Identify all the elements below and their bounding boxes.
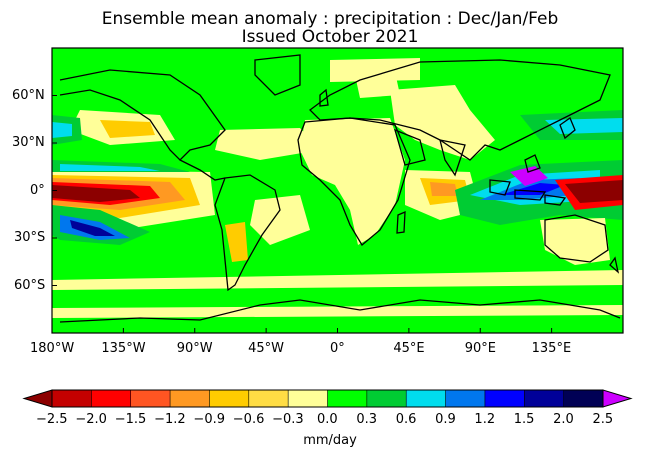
lon-tick-label: 45°E [393,341,425,356]
colorbar-tick-label: −1.5 [114,412,147,427]
colorbar-tick-label: 2.5 [592,412,614,427]
map-subtitle: Issued October 2021 [241,27,419,47]
map-title: Ensemble mean anomaly : precipitation : … [101,9,559,29]
colorbar-tick-label: 1.2 [474,412,496,427]
anomaly-contours [52,58,623,318]
colorbar-tick-label: 1.5 [513,412,535,427]
lon-tick-label: 45°W [248,341,285,356]
colorbar-swatch [327,390,368,407]
colorbar-tick-label: −1.2 [154,412,186,427]
colorbar-tick-label: 0.9 [435,412,456,427]
colorbar-tick-label: −0.3 [272,412,304,427]
colorbar-swatch [248,390,289,407]
colorbar-tick-label: 2.0 [553,412,574,427]
lat-tick-label: 30°N [12,135,45,150]
colorbar-tick-label: −0.6 [232,412,265,427]
colorbar [22,389,633,408]
colorbar-tick-label: −0.9 [193,412,225,427]
longitude-ticks [51,328,553,333]
colorbar-tick-label: −2.5 [36,412,68,427]
map-field [52,48,623,333]
colorbar-swatch [170,390,210,407]
colorbar-swatch [91,390,132,407]
lon-tick-label: 90°E [464,341,497,356]
colorbar-swatch [366,390,407,407]
colorbar-swatch [406,390,447,407]
colorbar-swatch [130,390,171,407]
lat-tick-label: 60°S [14,277,46,293]
coastlines [59,54,621,323]
colorbar-tick-label: −2.0 [75,412,107,427]
colorbar-swatch [484,390,525,407]
colorbar-tick-label: 0.0 [317,412,338,427]
colorbar-swatch [563,390,604,407]
lon-tick-label: 135°E [531,341,572,356]
colorbar-tick-label: 0.6 [395,412,417,427]
lon-tick-label: 135°W [101,341,146,356]
colorbar-units: mm/day [303,433,357,448]
lon-tick-label: 90°W [176,341,213,356]
colorbar-tick-label: 0.3 [356,412,378,427]
colorbar-swatch [52,390,92,407]
lat-tick-label: 60°N [12,87,45,103]
lat-tick-label: 0° [30,182,45,198]
latitude-ticks [52,95,57,286]
colorbar-high-extend [602,389,633,408]
colorbar-swatch [209,390,250,407]
colorbar-swatch [288,390,328,407]
colorbar-swatch [445,390,486,407]
lon-tick-label: 180°W [30,341,75,356]
lat-tick-label: 30°S [14,230,46,245]
colorbar-low-extend [22,389,53,408]
lon-tick-label: 0° [330,341,345,356]
colorbar-swatch [524,390,565,407]
